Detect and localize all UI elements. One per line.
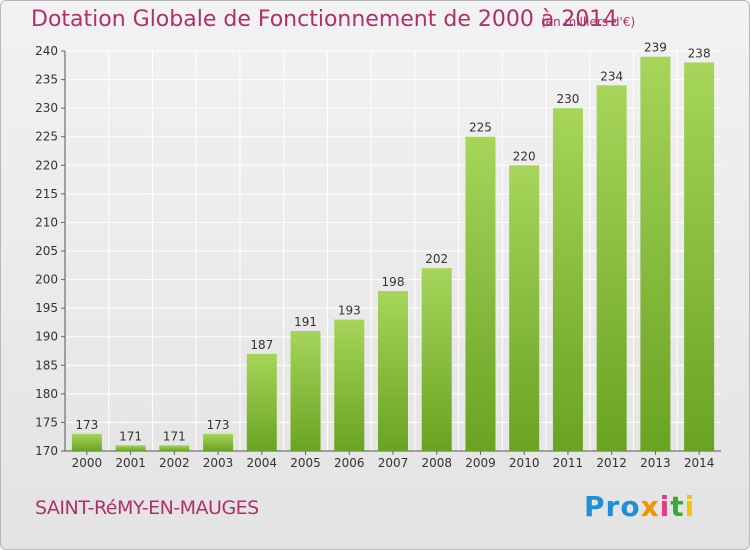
logo-part-pro: Pro — [584, 490, 641, 523]
bar-2009 — [465, 136, 496, 451]
y-tick-label: 235 — [35, 73, 58, 87]
x-tick-label: 2003 — [203, 456, 234, 470]
axes: 170 175 180 185 190 195 200 205 210 215 220 225 230 2… — [35, 44, 721, 470]
y-tick-label: 190 — [35, 330, 58, 344]
x-tick-label: 2008 — [421, 456, 452, 470]
data-label-2003: 173 — [207, 418, 230, 432]
y-tick-label: 200 — [35, 273, 58, 287]
data-labels: 173 171 171 173 187 191 193 198 202 225 220 230 234 2… — [75, 41, 710, 444]
data-label-2002: 171 — [163, 429, 186, 443]
x-tick-label: 2004 — [247, 456, 278, 470]
x-tick-label: 2010 — [509, 456, 540, 470]
data-label-2001: 171 — [119, 429, 142, 443]
x-tick-label: 2006 — [334, 456, 365, 470]
data-label-2014: 238 — [688, 46, 711, 60]
bar-2006 — [334, 319, 365, 451]
bar-2001 — [115, 445, 146, 451]
bar-2007 — [378, 291, 408, 451]
logo-part-i: i — [659, 490, 671, 523]
chart-subtitle: (en milliers d'€) — [541, 15, 636, 29]
bar-2008 — [421, 268, 452, 451]
bar-2005 — [290, 331, 321, 451]
y-tick-label: 180 — [35, 387, 58, 401]
data-label-2000: 173 — [75, 418, 98, 432]
y-tick-label: 205 — [35, 244, 58, 258]
y-tick-label: 185 — [35, 358, 58, 372]
bars — [71, 56, 715, 452]
bar-2002 — [159, 445, 190, 451]
logo-part-x: x — [640, 490, 660, 523]
y-tick-label: 210 — [35, 215, 58, 229]
data-label-2012: 234 — [600, 69, 623, 83]
bar-2010 — [509, 165, 540, 452]
y-tick-label: 170 — [35, 444, 58, 458]
y-tick-label: 175 — [35, 415, 58, 429]
x-tick-label: 2013 — [640, 456, 671, 470]
bar-2003 — [203, 433, 234, 451]
y-tick-label: 225 — [35, 130, 58, 144]
y-tick-label: 220 — [35, 158, 58, 172]
bar-2000 — [71, 433, 102, 451]
bar-2014 — [684, 62, 715, 452]
data-label-2008: 202 — [425, 252, 448, 266]
logo-part-i2: i — [684, 490, 696, 523]
bar-2011 — [552, 108, 583, 452]
x-tick-label: 2009 — [465, 456, 496, 470]
bar-2013 — [640, 56, 671, 451]
logo-part-t: t — [670, 490, 685, 523]
x-tick-label: 2000 — [72, 456, 103, 470]
data-label-2007: 198 — [382, 275, 405, 289]
x-tick-label: 2005 — [290, 456, 321, 470]
bar-2004 — [246, 353, 277, 451]
bar-2012 — [596, 85, 627, 452]
x-tick-label: 2014 — [684, 456, 715, 470]
x-tick-label: 2001 — [115, 456, 146, 470]
data-label-2010: 220 — [513, 149, 536, 163]
y-tick-label: 215 — [35, 187, 58, 201]
data-label-2011: 230 — [556, 92, 579, 106]
x-tick-label: 2002 — [159, 456, 190, 470]
y-tick-label: 230 — [35, 101, 58, 115]
y-tick-label: 195 — [35, 301, 58, 315]
data-label-2009: 225 — [469, 121, 492, 135]
chart-title: Dotation Globale de Fonctionnement de 20… — [31, 7, 618, 32]
x-tick-label: 2011 — [553, 456, 584, 470]
data-label-2004: 187 — [250, 338, 273, 352]
data-label-2013: 239 — [644, 41, 667, 55]
data-label-2005: 191 — [294, 315, 317, 329]
data-label-2006: 193 — [338, 304, 361, 318]
x-tick-label: 2012 — [596, 456, 627, 470]
y-tick-label: 240 — [35, 44, 58, 58]
commune-name: SAINT-RéMY-EN-MAUGES — [35, 497, 259, 519]
proxiti-logo: Proxiti — [584, 490, 695, 523]
x-tick-label: 2007 — [378, 456, 409, 470]
